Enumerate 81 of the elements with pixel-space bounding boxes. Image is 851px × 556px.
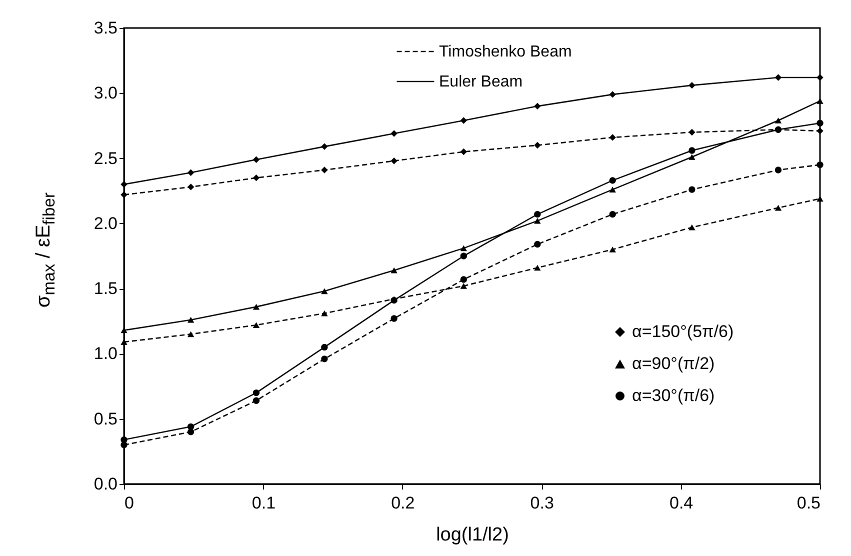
point (390, 267, 398, 274)
point (688, 186, 696, 193)
point (390, 130, 398, 137)
point (534, 102, 541, 110)
legend-label: Timoshenko Beam (439, 44, 572, 60)
point (252, 322, 260, 328)
point (816, 98, 824, 104)
point (774, 166, 782, 174)
point (120, 436, 128, 444)
annotation: α=90°(π/2) (632, 353, 715, 375)
point (816, 74, 824, 81)
point (534, 218, 541, 224)
point (609, 210, 616, 218)
point (252, 389, 260, 396)
point (120, 191, 128, 198)
point (321, 166, 328, 174)
point (187, 184, 194, 190)
point (252, 174, 260, 182)
point (321, 288, 328, 294)
point (609, 91, 616, 98)
point (609, 177, 616, 184)
point (774, 118, 782, 124)
y-tick-label: 1.5 (94, 279, 118, 298)
point (252, 397, 260, 404)
point (460, 252, 467, 260)
point (460, 283, 467, 289)
y-tick-label: 0.5 (94, 409, 118, 428)
point (816, 120, 824, 126)
point (187, 331, 194, 338)
y-tick-label: 2.0 (94, 214, 118, 233)
point (688, 224, 696, 230)
point (609, 186, 616, 192)
point (187, 169, 194, 176)
point (390, 315, 398, 322)
annotation: α=30°(π/6) (632, 385, 715, 407)
point (688, 147, 696, 154)
point (534, 142, 541, 149)
y-tick-label: 1.0 (94, 344, 118, 364)
point (252, 304, 260, 310)
x-tick-label: 0.4 (669, 494, 694, 512)
point (460, 276, 467, 283)
x-tick-label: 0.5 (796, 494, 820, 512)
point (120, 327, 128, 334)
point (774, 204, 782, 211)
point (460, 148, 467, 156)
point (120, 339, 128, 345)
point (774, 74, 782, 81)
y-tick-label: 0.0 (94, 474, 118, 494)
x-tick-label: 0.1 (252, 494, 276, 512)
legend-label: Euler Beam (439, 74, 523, 90)
point (321, 356, 328, 362)
point (609, 134, 616, 141)
point (187, 316, 194, 323)
annotation: α=150°(5π/6) (632, 321, 734, 343)
point (460, 117, 467, 124)
point (534, 264, 541, 271)
point (816, 196, 824, 202)
y-tick-label: 3.0 (94, 84, 118, 103)
point (460, 245, 467, 252)
point (321, 344, 328, 351)
point (534, 210, 541, 218)
point (187, 423, 194, 430)
point (321, 310, 328, 316)
point (688, 82, 696, 89)
x-tick-label: 0 (124, 494, 134, 512)
point (816, 161, 824, 168)
point (120, 180, 128, 188)
y-tick-label: 2.5 (94, 148, 118, 168)
point (321, 143, 328, 150)
point (816, 128, 824, 134)
x-tick-label: 0.2 (391, 494, 415, 512)
point (609, 246, 616, 252)
point (252, 156, 260, 163)
x-axis-title: log(l1/l2) (436, 524, 509, 546)
x-tick-label: 0.3 (530, 494, 554, 512)
y-tick-label: 3.5 (94, 18, 118, 38)
point (688, 154, 696, 160)
point (390, 158, 398, 164)
point (774, 126, 782, 133)
point (688, 128, 696, 136)
point (534, 240, 541, 248)
